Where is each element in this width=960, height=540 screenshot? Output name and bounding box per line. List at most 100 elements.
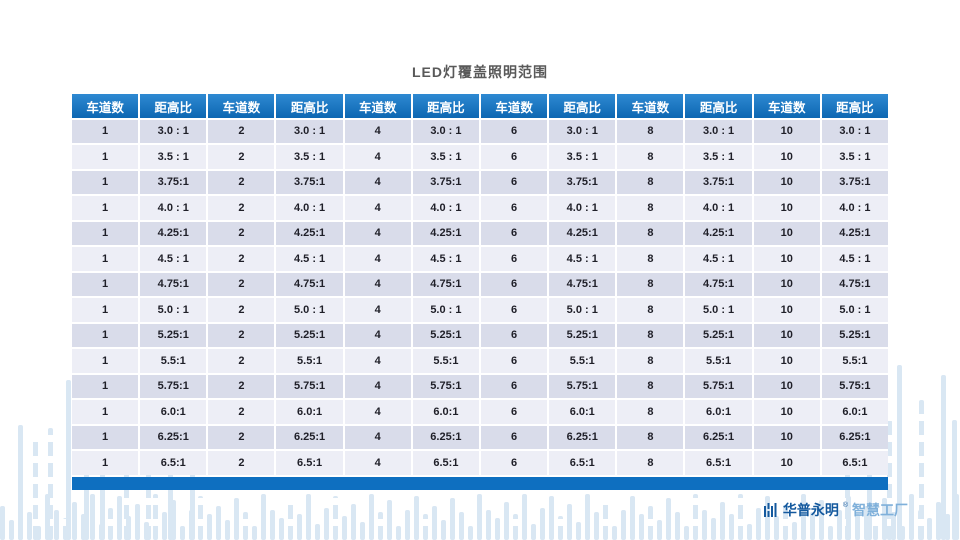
lane-cell: 8: [617, 451, 684, 475]
lane-cell: 4: [344, 145, 411, 169]
lane-cell: 10: [753, 374, 820, 398]
brand-logo: 华普永明 ® 智慧工厂: [763, 500, 908, 520]
lane-cell: 2: [208, 425, 275, 449]
ratio-cell: 4.25:1: [821, 221, 888, 245]
ratio-cell: 6.0:1: [140, 400, 207, 424]
ratio-cell: 5.75:1: [412, 374, 479, 398]
lane-cell: 4: [344, 170, 411, 194]
ratio-cell: 5.5:1: [140, 349, 207, 373]
lane-cell: 1: [72, 196, 139, 220]
lane-cell: 6: [480, 170, 548, 194]
lane-cell: 1: [72, 400, 139, 424]
coverage-table: 车道数 距高比 车道数 距高比 车道数 距高比 车道数 距高比 车道数 距高比 车道数 距高比 1 3.0…: [72, 94, 888, 475]
lane-cell: 6: [480, 298, 548, 322]
ratio-cell: 4.75:1: [412, 272, 479, 296]
lane-cell: 10: [753, 323, 820, 347]
lane-cell: 4: [344, 298, 411, 322]
ratio-cell: 4.0 : 1: [821, 196, 888, 220]
lane-cell: 10: [753, 451, 820, 475]
ratio-cell: 5.0 : 1: [140, 298, 207, 322]
ratio-cell: 6.5:1: [685, 451, 752, 475]
ratio-cell: 4.5 : 1: [549, 247, 616, 271]
ratio-cell: 6.25:1: [276, 425, 343, 449]
column-header: 距高比: [685, 94, 752, 118]
lane-cell: 10: [753, 272, 820, 296]
ratio-cell: 6.25:1: [412, 425, 479, 449]
ratio-cell: 5.5:1: [821, 349, 888, 373]
lane-cell: 8: [617, 170, 684, 194]
lane-cell: 1: [72, 221, 139, 245]
ratio-cell: 5.75:1: [276, 374, 343, 398]
lane-cell: 10: [753, 221, 820, 245]
lane-cell: 4: [344, 374, 411, 398]
ratio-cell: 3.5 : 1: [276, 145, 343, 169]
ratio-cell: 6.0:1: [276, 400, 343, 424]
lane-cell: 8: [617, 349, 684, 373]
lane-cell: 1: [72, 170, 139, 194]
ratio-cell: 3.0 : 1: [412, 119, 479, 143]
ratio-cell: 5.5:1: [549, 349, 616, 373]
lane-cell: 10: [753, 247, 820, 271]
ratio-cell: 6.5:1: [821, 451, 888, 475]
lane-cell: 2: [208, 247, 275, 271]
ratio-cell: 4.75:1: [276, 272, 343, 296]
lane-cell: 4: [344, 349, 411, 373]
lane-cell: 10: [753, 196, 820, 220]
ratio-cell: 4.75:1: [549, 272, 616, 296]
ratio-cell: 6.5:1: [549, 451, 616, 475]
column-header: 车道数: [617, 94, 684, 118]
ratio-cell: 5.0 : 1: [685, 298, 752, 322]
lane-cell: 4: [344, 247, 411, 271]
lane-cell: 2: [208, 374, 275, 398]
ratio-cell: 4.25:1: [140, 221, 207, 245]
lane-cell: 10: [753, 425, 820, 449]
lane-cell: 8: [617, 374, 684, 398]
ratio-cell: 5.0 : 1: [276, 298, 343, 322]
lane-cell: 6: [480, 196, 548, 220]
lane-cell: 2: [208, 323, 275, 347]
ratio-cell: 5.25:1: [140, 323, 207, 347]
lane-cell: 10: [753, 349, 820, 373]
ratio-cell: 5.5:1: [412, 349, 479, 373]
lane-cell: 4: [344, 196, 411, 220]
ratio-cell: 3.75:1: [685, 170, 752, 194]
ratio-cell: 3.0 : 1: [821, 119, 888, 143]
ratio-cell: 4.5 : 1: [412, 247, 479, 271]
ratio-cell: 4.25:1: [549, 221, 616, 245]
lane-cell: 8: [617, 221, 684, 245]
ratio-cell: 3.5 : 1: [412, 145, 479, 169]
lane-cell: 4: [344, 221, 411, 245]
lane-cell: 2: [208, 400, 275, 424]
ratio-cell: 5.75:1: [140, 374, 207, 398]
lane-cell: 10: [753, 119, 820, 143]
ratio-cell: 6.25:1: [821, 425, 888, 449]
table-footer-bar: [72, 477, 888, 490]
ratio-cell: 4.0 : 1: [412, 196, 479, 220]
ratio-cell: 3.0 : 1: [276, 119, 343, 143]
ratio-cell: 4.5 : 1: [140, 247, 207, 271]
ratio-cell: 5.0 : 1: [549, 298, 616, 322]
ratio-cell: 4.0 : 1: [685, 196, 752, 220]
lane-cell: 4: [344, 400, 411, 424]
ratio-cell: 4.5 : 1: [685, 247, 752, 271]
lane-cell: 6: [480, 400, 548, 424]
ratio-cell: 3.0 : 1: [140, 119, 207, 143]
lane-cell: 6: [480, 349, 548, 373]
brand-suffix: 智慧工厂: [852, 502, 908, 518]
lane-cell: 8: [617, 119, 684, 143]
ratio-cell: 3.75:1: [412, 170, 479, 194]
registered-mark: ®: [842, 501, 848, 509]
lane-cell: 6: [480, 272, 548, 296]
ratio-cell: 4.75:1: [140, 272, 207, 296]
column-header: 距高比: [549, 94, 616, 118]
lane-cell: 1: [72, 247, 139, 271]
column-header: 距高比: [821, 94, 888, 118]
ratio-cell: 5.0 : 1: [821, 298, 888, 322]
ratio-cell: 5.25:1: [685, 323, 752, 347]
ratio-cell: 3.75:1: [549, 170, 616, 194]
ratio-cell: 6.0:1: [685, 400, 752, 424]
column-header: 距高比: [276, 94, 343, 118]
lane-cell: 4: [344, 119, 411, 143]
column-header: 车道数: [72, 94, 139, 118]
lane-cell: 8: [617, 400, 684, 424]
